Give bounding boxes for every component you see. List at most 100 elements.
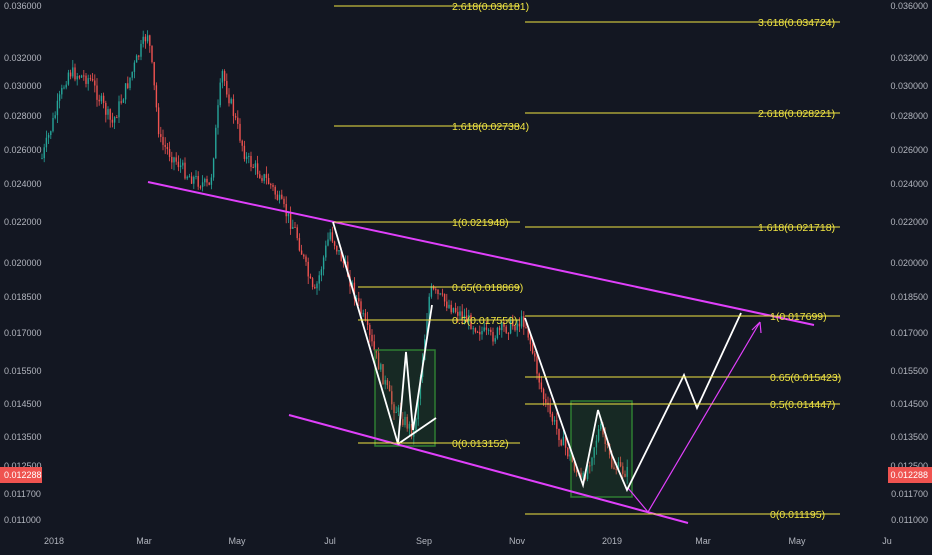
- candle-body: [542, 389, 545, 400]
- candle-body: [604, 434, 606, 445]
- candle-body: [149, 35, 151, 46]
- candle-body: [494, 338, 496, 342]
- candle-body: [391, 391, 393, 405]
- candle-body: [102, 95, 105, 103]
- candle-body: [527, 327, 529, 338]
- y-tick-label-right: 0.015500: [890, 366, 928, 376]
- candle-body: [388, 385, 391, 392]
- fib-level-label: 0.5(0.014447): [770, 399, 835, 411]
- candle-body: [116, 117, 118, 119]
- candle-body: [272, 184, 274, 187]
- candle-body: [234, 115, 237, 118]
- candle-body: [265, 174, 268, 178]
- x-tick-label: Ju: [882, 536, 892, 546]
- candle-body: [127, 83, 129, 89]
- x-tick-label: Mar: [695, 536, 711, 546]
- candle-body: [358, 298, 360, 302]
- y-tick-label-left: 0.013500: [4, 432, 42, 442]
- candle-body: [624, 473, 626, 477]
- candle-body: [124, 83, 127, 100]
- fib-level-label: 1(0.021948): [452, 217, 509, 229]
- candle-body: [338, 249, 340, 252]
- fib-level-label: 1(0.017699): [770, 311, 827, 323]
- candle-body: [479, 331, 481, 335]
- y-tick-label-left: 0.014500: [4, 399, 42, 409]
- candle-body: [448, 304, 450, 308]
- candle-body: [285, 204, 287, 217]
- y-tick-label-left: 0.012500: [4, 461, 42, 471]
- candle-body: [450, 304, 452, 313]
- candle-body: [47, 135, 50, 138]
- candle-body: [58, 94, 61, 101]
- x-tick-label: May: [228, 536, 246, 546]
- candle-body: [133, 62, 136, 72]
- candle-body: [430, 286, 433, 297]
- candle-body: [540, 382, 543, 390]
- candle-body: [454, 308, 457, 312]
- candle-body: [131, 71, 133, 78]
- candle-body: [52, 117, 54, 132]
- candle-body: [87, 78, 89, 84]
- candle-body: [292, 226, 294, 229]
- candle-body: [408, 423, 411, 429]
- candle-body: [248, 155, 250, 157]
- candle-body: [483, 327, 485, 331]
- x-tick-label: May: [788, 536, 806, 546]
- candle-body: [468, 314, 470, 322]
- candle-body: [404, 416, 406, 426]
- y-tick-label-right: 0.013500: [890, 432, 928, 442]
- candle-body: [384, 380, 386, 385]
- pattern-projection-2: [524, 312, 742, 493]
- candle-body: [232, 99, 235, 116]
- candle-body: [144, 36, 147, 42]
- fib-level-label: 0.65(0.018869): [452, 282, 523, 294]
- candle-body: [518, 323, 521, 327]
- candle-body: [56, 100, 59, 116]
- candle-body: [377, 352, 380, 370]
- candle-body: [85, 75, 87, 84]
- candle-body: [419, 377, 422, 399]
- candle-body: [509, 319, 512, 334]
- candle-body: [514, 326, 516, 331]
- candle-body: [615, 468, 617, 470]
- candle-body: [589, 465, 591, 467]
- fib-level-label: 0.5(0.017550): [452, 315, 517, 327]
- candle-body: [168, 149, 171, 157]
- candle-body: [626, 466, 628, 477]
- candle-body: [432, 286, 435, 290]
- candle-body: [606, 444, 609, 446]
- candle-body: [179, 165, 182, 168]
- candle-body: [100, 95, 103, 102]
- candle-body: [239, 123, 241, 141]
- candle-body: [380, 364, 382, 370]
- candle-body: [76, 76, 78, 80]
- candle-body: [138, 55, 140, 57]
- candle-body: [105, 102, 107, 115]
- y-tick-label-right: 0.011700: [891, 489, 928, 499]
- candle-body: [600, 423, 602, 430]
- candle-body: [111, 119, 114, 123]
- candle-body: [327, 239, 329, 246]
- candle-body: [580, 472, 582, 478]
- candle-body: [283, 198, 285, 205]
- candle-body: [441, 293, 444, 295]
- x-tick-label: Nov: [509, 536, 526, 546]
- candle-body: [107, 109, 109, 115]
- candle-body: [575, 470, 578, 473]
- candle-body: [536, 356, 538, 374]
- candle-body: [83, 75, 85, 77]
- candle-body: [501, 323, 503, 331]
- projection-arrowhead: [751, 321, 762, 334]
- candle-body: [41, 158, 43, 160]
- y-tick-label-right: 0.014500: [890, 399, 928, 409]
- candle-body: [457, 311, 459, 316]
- fib-level-label: 1.618(0.021718): [758, 222, 835, 234]
- current-price-label-left: 0.012288: [4, 470, 42, 480]
- candle-body: [443, 293, 446, 302]
- candle-body: [582, 472, 584, 478]
- candle-body: [369, 324, 371, 335]
- y-tick-label-left: 0.036000: [4, 1, 42, 11]
- candle-body: [210, 177, 213, 185]
- candle-body: [208, 182, 210, 185]
